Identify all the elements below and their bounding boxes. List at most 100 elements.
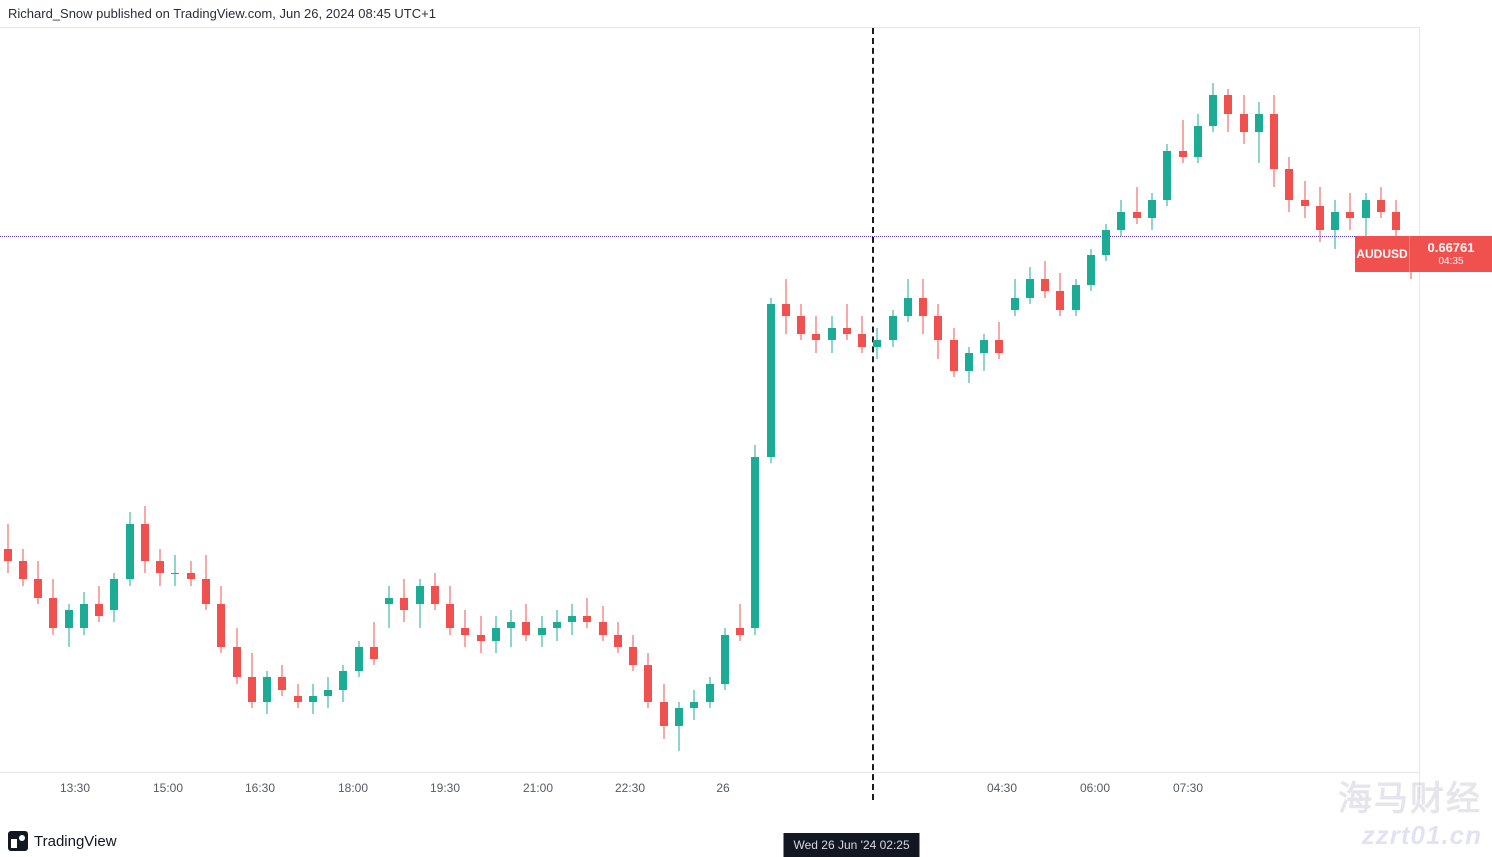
candle-body[interactable]: [583, 616, 591, 622]
candle-body[interactable]: [1301, 200, 1309, 206]
candle-body[interactable]: [599, 622, 607, 634]
candle-body[interactable]: [34, 579, 42, 597]
candle-body[interactable]: [614, 635, 622, 647]
candle-wick[interactable]: [587, 598, 588, 629]
candle-wick[interactable]: [1258, 102, 1259, 163]
candle-body[interactable]: [660, 702, 668, 727]
candle-body[interactable]: [721, 635, 729, 684]
candle-body[interactable]: [370, 647, 378, 659]
candle-body[interactable]: [400, 598, 408, 610]
candle-body[interactable]: [294, 696, 302, 702]
candle-body[interactable]: [843, 328, 851, 334]
candle-body[interactable]: [1270, 114, 1278, 169]
candle-body[interactable]: [49, 598, 57, 629]
candle-body[interactable]: [995, 340, 1003, 352]
candle-body[interactable]: [95, 604, 103, 616]
candle-body[interactable]: [446, 604, 454, 629]
candle-body[interactable]: [965, 353, 973, 371]
candle-body[interactable]: [309, 696, 317, 702]
candle-body[interactable]: [339, 671, 347, 689]
candle-body[interactable]: [156, 561, 164, 573]
candle-body[interactable]: [202, 579, 210, 604]
candle-body[interactable]: [889, 316, 897, 341]
candle-wick[interactable]: [389, 586, 390, 629]
candle-body[interactable]: [461, 628, 469, 634]
candle-body[interactable]: [355, 647, 363, 672]
candle-body[interactable]: [1362, 200, 1370, 218]
time-tick-0730[interactable]: 07:30: [1173, 781, 1203, 795]
candle-body[interactable]: [126, 524, 134, 579]
candle-body[interactable]: [171, 573, 179, 574]
time-tick-1500[interactable]: 15:00: [153, 781, 183, 795]
candle-body[interactable]: [233, 647, 241, 678]
time-tick-0600[interactable]: 06:00: [1080, 781, 1110, 795]
time-tick-0430[interactable]: 04:30: [987, 781, 1017, 795]
candle-body[interactable]: [782, 304, 790, 316]
candle-body[interactable]: [278, 677, 286, 689]
candle-body[interactable]: [873, 340, 881, 346]
candle-body[interactable]: [4, 549, 12, 561]
candle-body[interactable]: [675, 708, 683, 726]
candle-body[interactable]: [644, 665, 652, 702]
time-tick-2100[interactable]: 21:00: [523, 781, 553, 795]
candle-body[interactable]: [904, 298, 912, 316]
candle-body[interactable]: [1087, 255, 1095, 286]
candle-body[interactable]: [217, 604, 225, 647]
candle-body[interactable]: [1179, 151, 1187, 157]
candle-body[interactable]: [1331, 212, 1339, 230]
candle-body[interactable]: [767, 304, 775, 457]
candle-body[interactable]: [492, 628, 500, 640]
candle-body[interactable]: [1041, 279, 1049, 291]
candle-body[interactable]: [1392, 212, 1400, 230]
time-tick-1330[interactable]: 13:30: [60, 781, 90, 795]
candle-body[interactable]: [385, 598, 393, 604]
candle-body[interactable]: [736, 628, 744, 634]
candle-body[interactable]: [934, 316, 942, 341]
candle-body[interactable]: [812, 334, 820, 340]
candle-body[interactable]: [538, 628, 546, 634]
candle-body[interactable]: [19, 561, 27, 579]
candle-body[interactable]: [950, 340, 958, 371]
candle-body[interactable]: [797, 316, 805, 334]
candle-wick[interactable]: [740, 604, 741, 641]
candle-body[interactable]: [568, 616, 576, 622]
price-axis[interactable]: USD 0.669000.668500.668000.667000.666500…: [1419, 27, 1492, 799]
candle-body[interactable]: [1056, 291, 1064, 309]
candle-body[interactable]: [629, 647, 637, 665]
candle-body[interactable]: [477, 635, 485, 641]
candle-body[interactable]: [522, 622, 530, 634]
candle-wick[interactable]: [846, 304, 847, 341]
candle-body[interactable]: [828, 328, 836, 340]
candle-body[interactable]: [1026, 279, 1034, 297]
candle-body[interactable]: [1163, 151, 1171, 200]
candle-body[interactable]: [1102, 230, 1110, 255]
time-tick-1800[interactable]: 18:00: [338, 781, 368, 795]
candle-body[interactable]: [416, 586, 424, 604]
time-tick-26[interactable]: 26: [716, 781, 729, 795]
candle-body[interactable]: [1011, 298, 1019, 310]
candle-body[interactable]: [110, 579, 118, 610]
candle-body[interactable]: [507, 622, 515, 628]
candle-body[interactable]: [1072, 285, 1080, 310]
crosshair-vertical-line[interactable]: [872, 28, 874, 800]
candle-body[interactable]: [553, 622, 561, 628]
candle-body[interactable]: [1133, 212, 1141, 218]
time-tick-2230[interactable]: 22:30: [615, 781, 645, 795]
live-price-badge[interactable]: AUDUSD 0.66761 04:35: [1355, 236, 1492, 272]
candle-wick[interactable]: [511, 610, 512, 647]
candle-body[interactable]: [919, 298, 927, 316]
candle-body[interactable]: [751, 457, 759, 629]
candle-body[interactable]: [690, 702, 698, 708]
candle-wick[interactable]: [175, 555, 176, 586]
candle-body[interactable]: [706, 684, 714, 702]
candle-wick[interactable]: [1136, 187, 1137, 224]
candle-body[interactable]: [1285, 169, 1293, 200]
candle-body[interactable]: [1240, 114, 1248, 132]
candle-body[interactable]: [80, 604, 88, 629]
candle-body[interactable]: [1316, 206, 1324, 231]
candle-body[interactable]: [263, 677, 271, 702]
candle-body[interactable]: [248, 677, 256, 702]
candle-body[interactable]: [431, 586, 439, 604]
candle-body[interactable]: [65, 610, 73, 628]
time-axis[interactable]: 13:30 15:00 16:30 18:00 19:30 21:00 22:30 26 04:…: [0, 772, 1419, 802]
